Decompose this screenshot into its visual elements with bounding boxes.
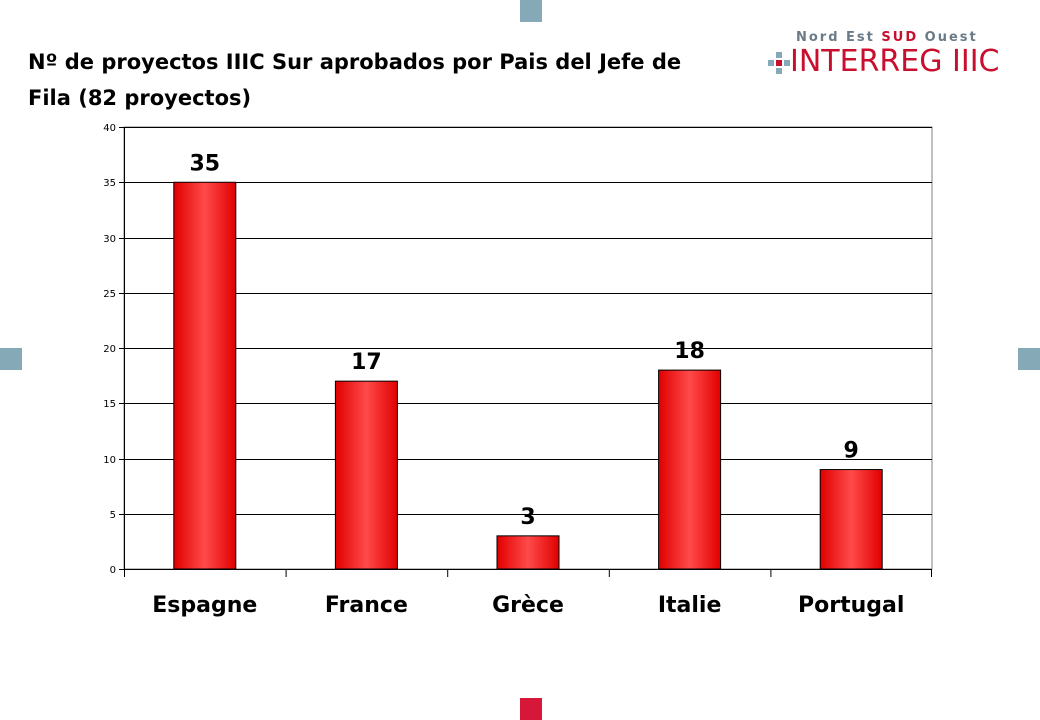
logo-wordmark: INTERREG IIIC <box>790 44 1000 79</box>
interreg-logo: Nord Est SUD Ouest INTERREG IIIC <box>768 30 1018 90</box>
data-label: 17 <box>351 350 382 375</box>
y-tick-label: 20 <box>103 344 116 355</box>
y-tick-label: 5 <box>110 510 116 521</box>
bar-grèce <box>496 535 560 570</box>
x-tick-label: Grèce <box>492 593 564 618</box>
x-tick-label: Portugal <box>798 593 904 618</box>
x-tick-label: Italie <box>658 593 722 618</box>
decor-square-bottom <box>520 698 542 720</box>
y-tick-label: 30 <box>103 234 116 245</box>
data-label: 35 <box>189 151 220 176</box>
bar-france <box>334 380 398 570</box>
y-tick-label: 40 <box>103 123 116 134</box>
y-tick-label: 0 <box>110 565 116 576</box>
bar-italie <box>658 369 722 570</box>
decor-square-top <box>520 0 542 22</box>
decor-square-right <box>1018 348 1040 370</box>
decor-square-left <box>0 348 22 370</box>
data-label: 9 <box>844 439 859 464</box>
logo-tagline: Nord Est SUD Ouest <box>796 30 978 45</box>
y-tick-label: 25 <box>103 289 116 300</box>
x-tick-label: France <box>325 593 408 618</box>
bar-portugal <box>819 469 883 570</box>
bar-espagne <box>173 181 237 570</box>
y-tick-label: 35 <box>103 178 116 189</box>
y-tick-label: 10 <box>103 455 116 466</box>
data-label: 3 <box>520 505 535 530</box>
x-tick-label: Espagne <box>152 593 257 618</box>
data-label: 18 <box>674 339 705 364</box>
logo-dots-icon <box>768 52 790 80</box>
y-tick-label: 15 <box>103 399 116 410</box>
chart-title: Nº de proyectos IIIC Sur aprobados por P… <box>28 50 682 110</box>
